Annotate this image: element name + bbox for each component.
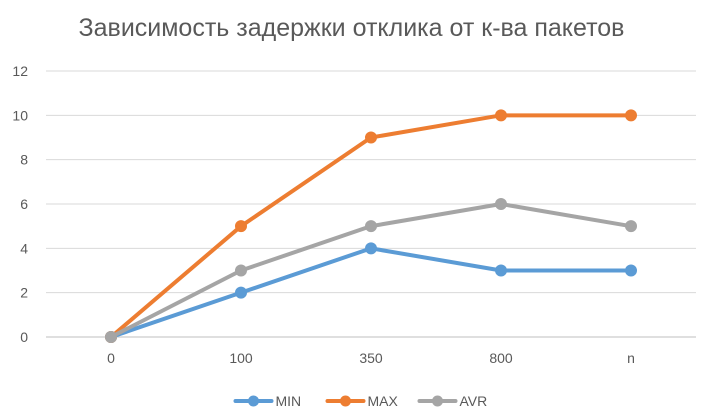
legend-item-min: MIN xyxy=(233,393,302,409)
axes: 0 2 4 6 8 10 12 0 100 350 800 n xyxy=(12,63,696,366)
legend-swatch-marker xyxy=(248,395,259,407)
legend-swatch-marker xyxy=(432,395,443,407)
x-tick-label: n xyxy=(627,350,635,366)
y-tick-label: 4 xyxy=(20,240,28,256)
legend-item-max: MAX xyxy=(325,393,399,409)
legend-label: AVR xyxy=(460,393,488,409)
chart-title: Зависимость задержки отклика от к-ва пак… xyxy=(78,14,625,42)
legend-label: MAX xyxy=(368,393,399,409)
legend: MIN MAX AVR xyxy=(233,393,488,409)
data-point xyxy=(625,264,637,277)
series-lines xyxy=(105,109,637,343)
data-point xyxy=(495,198,507,210)
data-point xyxy=(235,264,247,277)
data-point xyxy=(625,220,637,233)
y-tick-label: 10 xyxy=(12,107,28,123)
data-point xyxy=(365,242,377,255)
y-tick-label: 6 xyxy=(20,196,28,212)
data-point xyxy=(365,131,377,144)
data-point xyxy=(495,264,507,277)
y-tick-label: 2 xyxy=(20,285,28,301)
data-point xyxy=(235,220,247,233)
x-tick-label: 100 xyxy=(229,350,253,366)
y-tick-label: 0 xyxy=(20,329,28,345)
legend-swatch-marker xyxy=(340,395,351,407)
x-tick-label: 800 xyxy=(489,350,513,366)
gridlines xyxy=(46,70,696,294)
series-avr xyxy=(105,198,637,343)
legend-label: MIN xyxy=(276,393,302,409)
x-tick-label: 0 xyxy=(107,350,115,366)
x-tick-label: 350 xyxy=(359,350,383,366)
data-point xyxy=(495,109,507,122)
y-tick-label: 8 xyxy=(20,152,28,168)
data-point xyxy=(105,331,117,343)
legend-item-avr: AVR xyxy=(417,393,488,409)
data-point xyxy=(235,286,247,299)
y-tick-label: 12 xyxy=(12,63,28,79)
data-point xyxy=(625,109,637,122)
data-point xyxy=(365,220,377,233)
